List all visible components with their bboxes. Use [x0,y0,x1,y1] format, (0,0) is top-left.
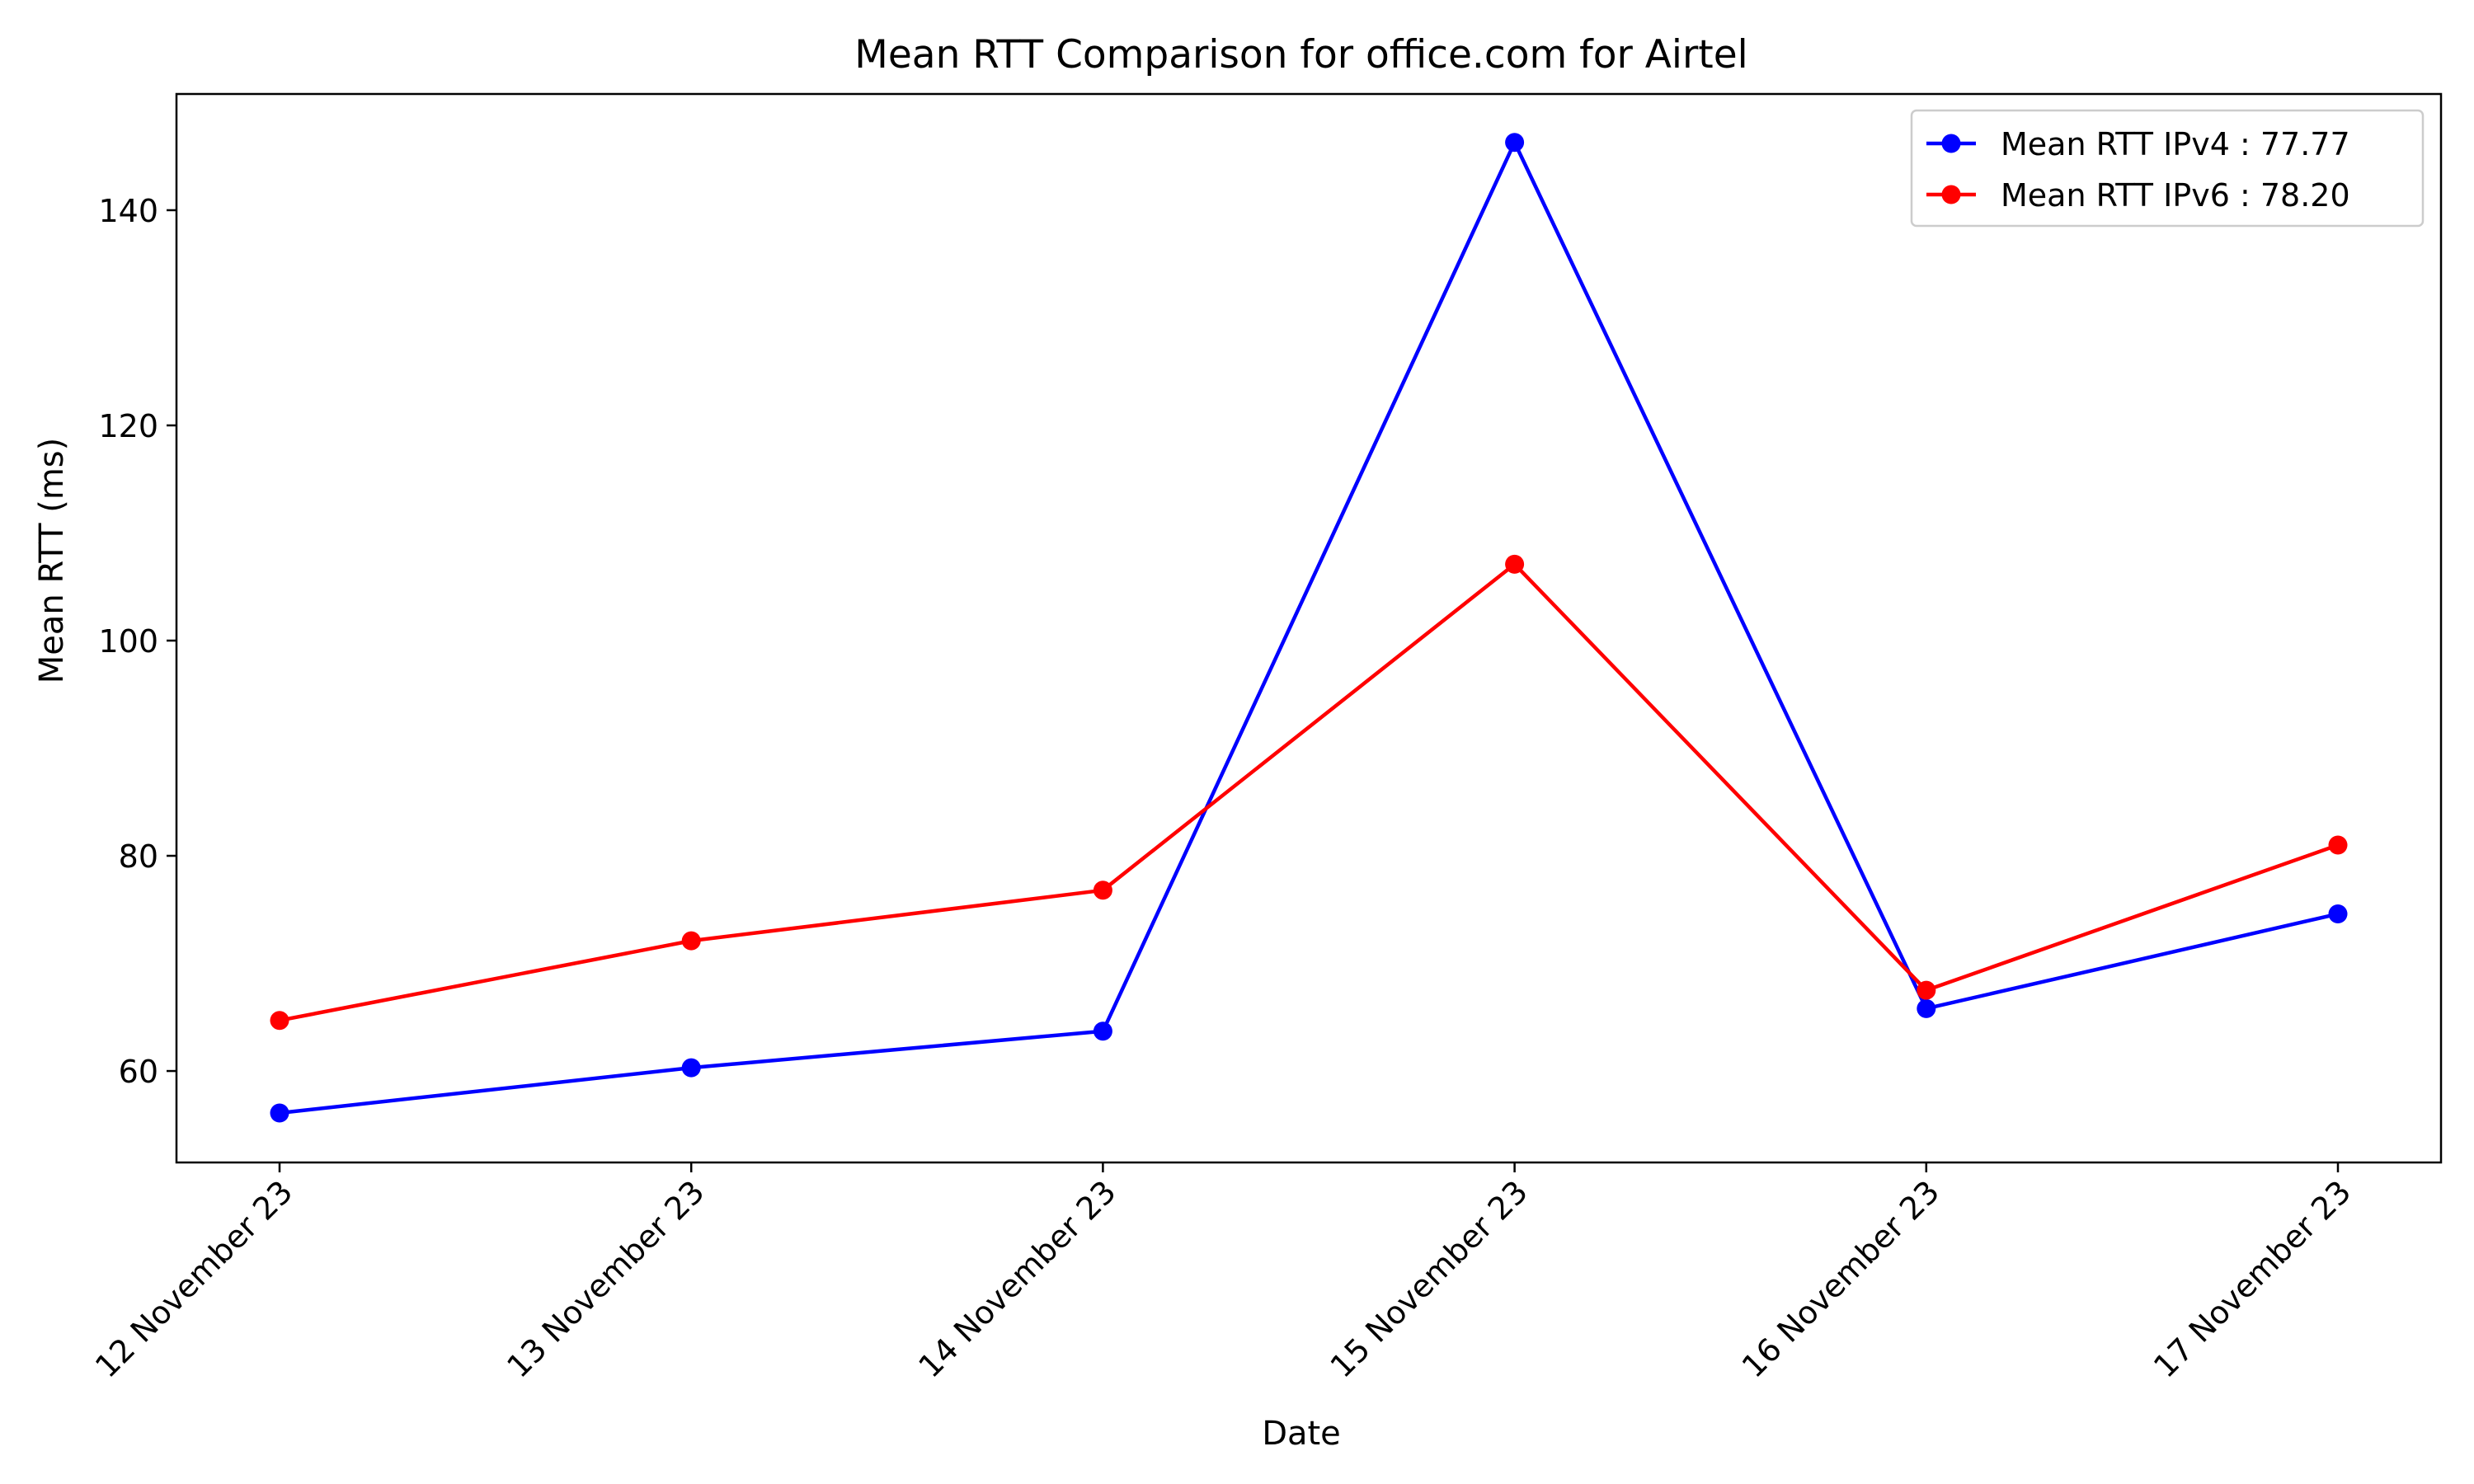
y-tick-label: 60 [119,1054,158,1090]
chart-title: Mean RTT Comparison for office.com for A… [854,32,1747,77]
series-point [1093,881,1112,900]
series-point [681,1058,701,1078]
legend-box [1910,109,2425,228]
y-tick-label: 100 [98,623,158,660]
series-line [279,562,2339,1022]
series-line [279,140,2339,1115]
legend-label: Mean RTT IPv4 : 77.77 [2001,126,2350,162]
y-axis-label: Mean RTT (ms) [33,438,71,683]
series-point [1917,980,1936,1000]
plot-frame [175,92,2443,1164]
legend-marker [1941,134,1961,153]
series-point [270,1103,289,1123]
x-axis-label: Date [1262,1415,1341,1453]
series-point [2328,904,2348,924]
series-point [1505,554,1525,574]
series-point [2328,835,2348,855]
series-point [1917,998,1936,1018]
series-point [1093,1021,1112,1041]
series-point [270,1011,289,1031]
legend-marker [1941,185,1961,204]
y-tick-label: 140 [98,193,158,229]
y-tick-label: 80 [119,838,158,875]
y-tick-label: 120 [98,408,158,444]
series-point [681,931,701,951]
series-point [1505,133,1525,153]
legend-label: Mean RTT IPv6 : 78.20 [2001,177,2350,214]
